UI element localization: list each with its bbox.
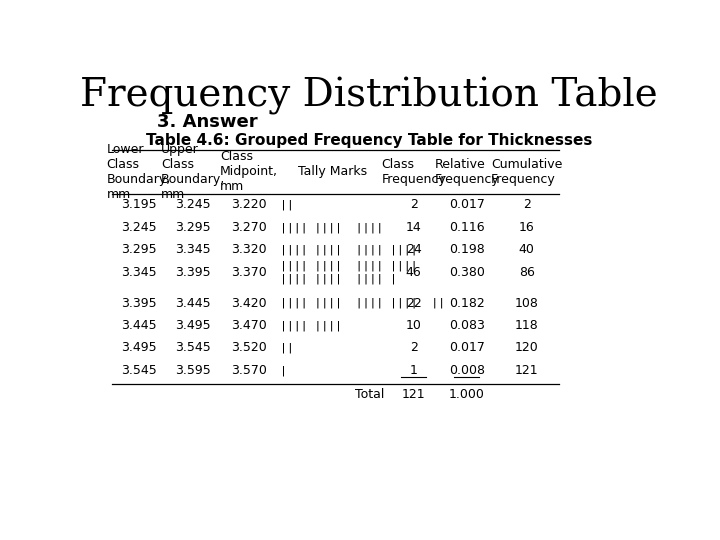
Text: ||: || [280, 343, 294, 353]
Text: 0.008: 0.008 [449, 364, 485, 377]
Text: 40: 40 [518, 244, 534, 256]
Text: 10: 10 [405, 319, 422, 332]
Text: 121: 121 [515, 364, 539, 377]
Text: 3.270: 3.270 [231, 221, 267, 234]
Text: 3.595: 3.595 [176, 364, 211, 377]
Text: 3.220: 3.220 [231, 198, 267, 212]
Text: 121: 121 [402, 388, 426, 401]
Text: 1: 1 [410, 364, 418, 377]
Text: 3. Answer: 3. Answer [157, 113, 258, 131]
Text: 3.470: 3.470 [231, 319, 267, 332]
Text: 3.245: 3.245 [121, 221, 157, 234]
Text: 22: 22 [406, 296, 421, 309]
Text: 3.295: 3.295 [121, 244, 157, 256]
Text: 0.380: 0.380 [449, 266, 485, 279]
Text: 1.000: 1.000 [449, 388, 485, 401]
Text: Total: Total [355, 388, 384, 401]
Text: |||| ||||: |||| |||| [280, 320, 341, 331]
Text: 16: 16 [518, 221, 534, 234]
Text: 3.445: 3.445 [121, 319, 157, 332]
Text: 3.245: 3.245 [176, 198, 211, 212]
Text: 3.320: 3.320 [231, 244, 267, 256]
Text: Upper
Class
Boundary,
mm: Upper Class Boundary, mm [161, 143, 225, 201]
Text: 118: 118 [515, 319, 539, 332]
Text: Relative
Frequency: Relative Frequency [434, 158, 499, 186]
Text: 3.545: 3.545 [176, 341, 211, 354]
Text: 46: 46 [406, 266, 421, 279]
Text: 0.198: 0.198 [449, 244, 485, 256]
Text: 0.017: 0.017 [449, 198, 485, 212]
Text: |||| ||||  |||| ||||  ||: |||| |||| |||| |||| || [280, 298, 445, 308]
Text: 3.295: 3.295 [176, 221, 211, 234]
Text: 3.445: 3.445 [176, 296, 211, 309]
Text: |||| ||||  |||| ||||
|||| ||||  |||| |: |||| |||| |||| |||| |||| |||| |||| | [280, 261, 417, 284]
Text: 3.345: 3.345 [176, 244, 211, 256]
Text: 3.495: 3.495 [176, 319, 211, 332]
Text: 86: 86 [518, 266, 534, 279]
Text: 108: 108 [515, 296, 539, 309]
Text: |: | [280, 365, 287, 376]
Text: 3.420: 3.420 [231, 296, 267, 309]
Text: 0.116: 0.116 [449, 221, 485, 234]
Text: 0.017: 0.017 [449, 341, 485, 354]
Text: 0.083: 0.083 [449, 319, 485, 332]
Text: 24: 24 [406, 244, 421, 256]
Text: ||: || [280, 200, 294, 210]
Text: Lower
Class
Boundary,
mm: Lower Class Boundary, mm [107, 143, 171, 201]
Text: 120: 120 [515, 341, 539, 354]
Text: 3.545: 3.545 [121, 364, 157, 377]
Text: 3.570: 3.570 [231, 364, 267, 377]
Text: 3.370: 3.370 [231, 266, 267, 279]
Text: Class
Midpoint,
mm: Class Midpoint, mm [220, 150, 278, 193]
Text: 3.195: 3.195 [121, 198, 157, 212]
Text: Class
Frequency: Class Frequency [382, 158, 446, 186]
Text: |||| ||||  |||| ||||: |||| |||| |||| |||| [280, 245, 417, 255]
Text: |||| ||||  ||||: |||| |||| |||| [280, 222, 383, 233]
Text: Tally Marks: Tally Marks [298, 165, 367, 178]
Text: Table 4.6: Grouped Frequency Table for Thicknesses: Table 4.6: Grouped Frequency Table for T… [146, 133, 592, 148]
Text: 3.520: 3.520 [231, 341, 267, 354]
Text: 14: 14 [406, 221, 421, 234]
Text: Frequency Distribution Table: Frequency Distribution Table [80, 77, 658, 115]
Text: 2: 2 [410, 341, 418, 354]
Text: 3.345: 3.345 [121, 266, 157, 279]
Text: Cumulative
Frequency: Cumulative Frequency [491, 158, 562, 186]
Text: 2: 2 [523, 198, 531, 212]
Text: 0.182: 0.182 [449, 296, 485, 309]
Text: 2: 2 [410, 198, 418, 212]
Text: 3.495: 3.495 [121, 341, 157, 354]
Text: 3.395: 3.395 [121, 296, 157, 309]
Text: 3.395: 3.395 [176, 266, 211, 279]
